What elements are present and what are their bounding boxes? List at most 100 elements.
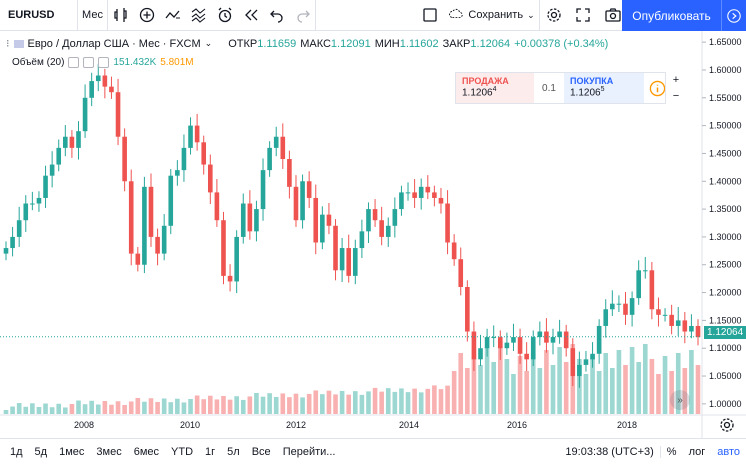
candle-body-15 (102, 75, 108, 87)
close-icon[interactable] (98, 57, 110, 68)
volume-bar-2 (16, 403, 22, 414)
range-8[interactable]: Все (251, 445, 271, 458)
auto-toggle[interactable]: авто (717, 446, 740, 458)
symbol-title[interactable]: Евро / Доллар США · Мес · FXCM (27, 37, 201, 50)
candle-body-13 (89, 81, 94, 98)
candle-body-43 (287, 159, 292, 187)
eye-icon[interactable] (68, 57, 80, 68)
symbol-search[interactable]: EURUSD (0, 0, 78, 31)
volume-value-2: 5.801M (160, 57, 194, 68)
candle-body-55 (366, 209, 371, 232)
sell-button[interactable]: ПРОДАЖА 1.12064 (456, 73, 534, 103)
candle-body-76 (504, 342, 510, 349)
volume-label: Объём (20) (12, 57, 65, 68)
volume-value-1: 151.432K (113, 57, 157, 68)
volume-bar-101 (669, 371, 674, 414)
range-2[interactable]: 1мес (59, 445, 85, 458)
quantity-field[interactable]: 0.1 (542, 82, 556, 94)
fullscreen-square-icon[interactable] (416, 0, 444, 31)
volume-bar-92 (610, 368, 615, 414)
candle-body-67 (445, 203, 450, 243)
volume-bar-84 (557, 347, 562, 414)
x-tick-label-0: 2008 (74, 420, 94, 430)
templates-icon[interactable] (186, 0, 212, 31)
candle-body-8 (56, 147, 62, 165)
volume-bar-67 (445, 385, 450, 414)
volume-bar-11 (76, 400, 81, 414)
candle-body-86 (570, 348, 576, 377)
range-3[interactable]: 3мес (96, 445, 122, 458)
fullscreen-icon[interactable] (568, 0, 598, 31)
increase-button[interactable]: + (672, 74, 680, 86)
buy-button[interactable]: ПОКУПКА 1.12065 (564, 73, 644, 103)
candle-body-24 (161, 225, 167, 254)
candle-body-84 (557, 331, 562, 338)
range-7[interactable]: 5л (227, 445, 240, 458)
volume-bar-100 (662, 356, 668, 414)
replay-icon[interactable] (238, 0, 264, 31)
candle-body-103 (682, 320, 688, 332)
y-tick-label-0: 1.65000 (709, 37, 742, 47)
volume-bar-10 (69, 404, 75, 414)
decrease-button[interactable]: − (672, 90, 680, 102)
range-0[interactable]: 1д (10, 445, 23, 458)
settings-icon[interactable] (83, 57, 95, 68)
volume-bar-33 (221, 395, 226, 414)
candle-body-98 (649, 270, 655, 310)
range-4[interactable]: 6мес (133, 445, 160, 458)
candle-body-30 (201, 142, 207, 165)
volume-bar-79 (524, 371, 529, 414)
volume-bar-71 (471, 350, 477, 414)
log-toggle[interactable]: лог (688, 446, 706, 458)
candle-body-20 (135, 253, 141, 265)
save-button[interactable]: Сохранить ⌄ (444, 0, 540, 31)
scroll-to-realtime-icon[interactable]: » (670, 390, 690, 410)
percent-toggle[interactable]: % (666, 446, 677, 458)
chart-style-icon[interactable] (108, 0, 134, 31)
camera-icon[interactable] (598, 0, 628, 31)
volume-bar-80 (530, 353, 536, 414)
price-chart[interactable]: 1.65000 1.60000 1.55000 1.50000 1.45000 1.400… (0, 31, 746, 438)
volume-bar-46 (306, 393, 312, 414)
volume-bar-78 (517, 356, 523, 414)
add-compare-icon[interactable] (134, 0, 160, 31)
chevron-down-icon[interactable]: ⌄ (204, 38, 213, 48)
candle-body-69 (458, 259, 464, 287)
chart-legend: ⁝ Евро / Доллар США · Мес · FXCM ⌄ ОТКР 1… (6, 37, 608, 51)
volume-bar-43 (287, 397, 292, 414)
candle-body-44 (293, 186, 299, 221)
candle-body-58 (385, 225, 391, 237)
volume-bar-44 (293, 393, 299, 414)
redo-icon[interactable] (290, 0, 316, 31)
range-9[interactable]: Перейти... (282, 445, 336, 458)
range-6[interactable]: 1г (205, 445, 216, 458)
alert-clock-icon[interactable] (212, 0, 238, 31)
candle-body-17 (115, 92, 121, 137)
cloud-icon (448, 6, 464, 25)
indicators-icon[interactable] (160, 0, 186, 31)
volume-bar-21 (142, 401, 147, 414)
candle-body-47 (313, 197, 319, 243)
chart-settings-gear-icon[interactable] (718, 416, 736, 434)
publish-button[interactable]: Опубликовать (622, 0, 721, 31)
buy-price: 1.12065 (570, 86, 638, 98)
play-icon[interactable] (721, 0, 746, 31)
candle-body-68 (451, 242, 457, 260)
volume-bar-14 (95, 404, 101, 414)
settings-gear-icon[interactable] (540, 0, 568, 31)
clock-time: 19:03:38 (UTC+3) (559, 446, 661, 458)
volume-bar-50 (333, 394, 338, 414)
range-5[interactable]: YTD (171, 445, 194, 458)
undo-icon[interactable] (264, 0, 290, 31)
candle-body-49 (326, 214, 332, 226)
interval-selector[interactable]: Мес (78, 0, 108, 31)
candle-body-74 (491, 337, 497, 339)
volume-bar-17 (115, 401, 121, 414)
volume-bar-25 (168, 402, 174, 414)
candle-body-75 (497, 337, 503, 349)
collapse-legend-icon[interactable]: ⁝ (6, 38, 10, 50)
candle-body-54 (359, 231, 365, 249)
info-icon[interactable] (644, 73, 670, 103)
range-1[interactable]: 5д (34, 445, 48, 458)
candle-body-11 (76, 131, 81, 148)
